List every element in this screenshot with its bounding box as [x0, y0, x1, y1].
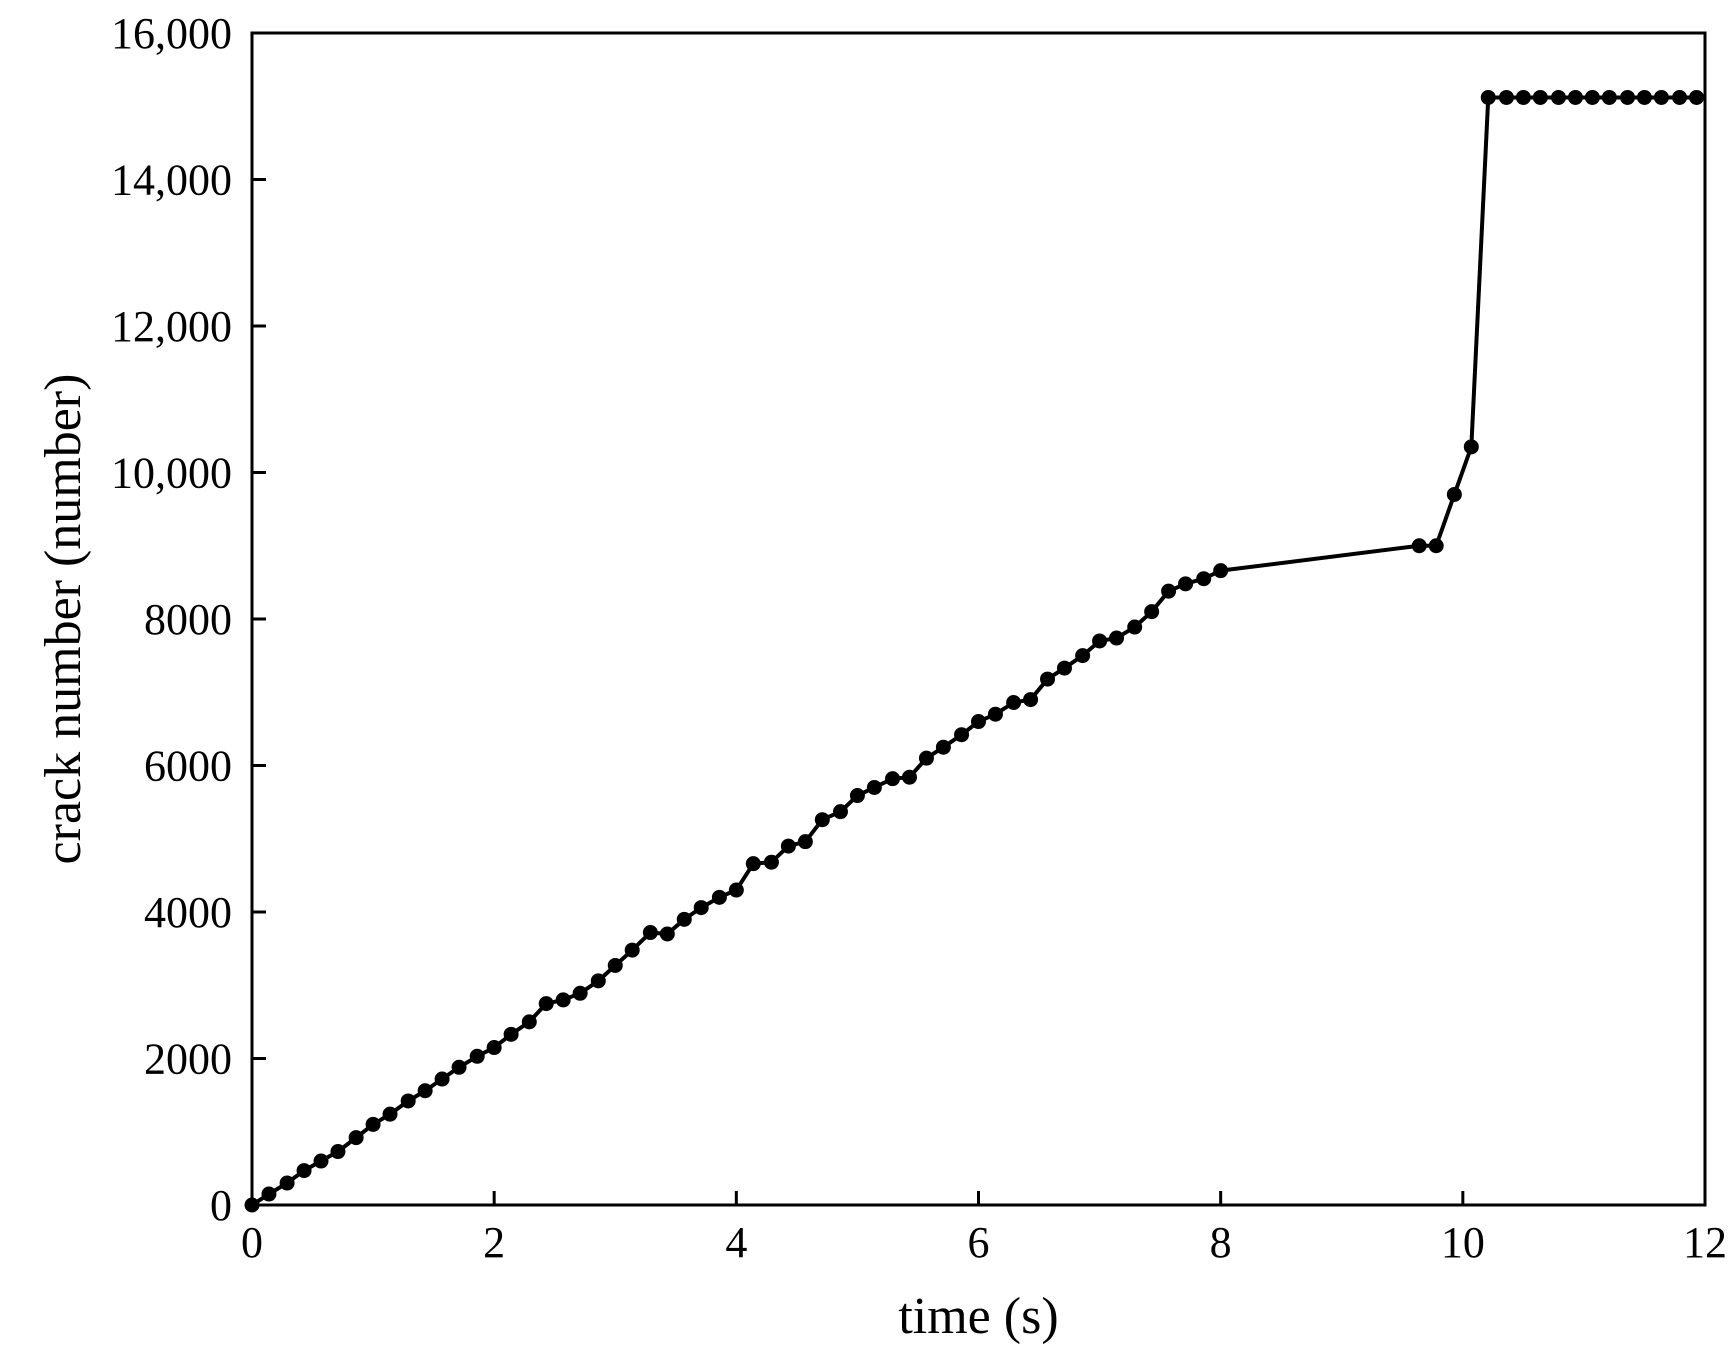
data-point [417, 1083, 433, 1099]
data-point [400, 1093, 416, 1109]
x-axis-title: time (s) [898, 1288, 1058, 1345]
data-point [279, 1175, 295, 1191]
data-point [382, 1106, 398, 1122]
data-point [1178, 576, 1194, 592]
data-point [642, 925, 658, 941]
data-point [1636, 89, 1652, 105]
data-point [763, 854, 779, 870]
data-point [797, 834, 813, 850]
data-point [1161, 583, 1177, 599]
data-point [659, 926, 675, 942]
y-tick-labels: 0 2000 4000 6000 8000 10,000 12,000 14,000 16,00… [111, 9, 232, 1230]
data-point [1480, 89, 1496, 105]
y-tick-label: 8000 [144, 595, 232, 644]
data-point [814, 812, 830, 828]
x-tick-label: 0 [241, 1218, 263, 1267]
data-point [451, 1059, 467, 1075]
data-point [1620, 89, 1636, 105]
data-point [1411, 538, 1427, 554]
data-point [296, 1163, 312, 1179]
data-point [590, 973, 606, 989]
data-point [901, 769, 917, 785]
data-point [1092, 633, 1108, 649]
y-tick-label: 6000 [144, 742, 232, 791]
data-point [555, 992, 571, 1008]
series-layer [244, 89, 1705, 1213]
y-tick-label: 0 [210, 1181, 232, 1230]
data-point [261, 1186, 277, 1202]
data-point [849, 788, 865, 804]
data-point [728, 882, 744, 898]
data-point [348, 1130, 364, 1146]
data-point [1601, 89, 1617, 105]
data-point [987, 706, 1003, 722]
data-point [1075, 648, 1091, 664]
data-point [313, 1153, 329, 1169]
data-point [1213, 563, 1229, 579]
data-point [1144, 604, 1160, 620]
data-point [1498, 89, 1514, 105]
data-point [434, 1071, 450, 1087]
data-point [971, 714, 986, 730]
x-tick-labels: 0 2 4 6 8 10 12 [241, 1218, 1727, 1267]
data-point [1127, 619, 1143, 635]
data-point [1196, 571, 1212, 587]
data-point [693, 900, 709, 916]
data-point [365, 1116, 381, 1132]
y-tick-label: 2000 [144, 1035, 232, 1084]
data-point [1672, 89, 1688, 105]
axis-ticks [250, 31, 1707, 1207]
data-point [538, 996, 554, 1012]
series-line [250, 95, 1697, 1207]
x-tick-label: 12 [1683, 1218, 1727, 1267]
data-point [885, 771, 901, 787]
data-point [486, 1040, 502, 1056]
data-point [832, 804, 848, 820]
data-point [745, 856, 761, 872]
data-point [1567, 89, 1583, 105]
data-point [1532, 89, 1548, 105]
data-point [1653, 89, 1669, 105]
data-point [1584, 89, 1600, 105]
y-tick-label: 12,000 [111, 302, 232, 351]
data-point [954, 727, 970, 743]
x-tick-label: 6 [968, 1218, 990, 1267]
data-point [711, 889, 727, 905]
y-tick-label: 16,000 [111, 9, 232, 58]
data-point [1023, 692, 1039, 708]
data-point [866, 779, 882, 795]
x-tick-label: 2 [483, 1218, 505, 1267]
data-point [521, 1014, 537, 1030]
x-tick-label: 4 [725, 1218, 747, 1267]
data-point [1006, 695, 1022, 711]
plot-area-frame [250, 31, 1707, 1207]
data-point [1056, 660, 1072, 676]
y-tick-label: 4000 [144, 888, 232, 937]
x-tick-label: 10 [1441, 1218, 1485, 1267]
data-point [1040, 671, 1056, 687]
data-point [780, 838, 796, 854]
y-tick-label: 10,000 [111, 449, 232, 498]
y-tick-label: 14,000 [111, 156, 232, 205]
data-point [469, 1048, 485, 1064]
data-point [572, 985, 588, 1001]
data-point [607, 957, 623, 973]
data-point [918, 750, 934, 766]
data-point [1515, 89, 1531, 105]
data-point [935, 739, 951, 755]
data-point [1109, 630, 1125, 646]
data-point [1446, 486, 1462, 502]
data-point [624, 942, 640, 958]
x-tick-label: 8 [1210, 1218, 1232, 1267]
data-point [330, 1144, 346, 1160]
data-point [1428, 538, 1444, 554]
data-point [1689, 89, 1705, 105]
y-axis-title: crack number (number) [35, 374, 92, 865]
data-point [676, 911, 692, 927]
data-point [1550, 89, 1566, 105]
data-point [1463, 439, 1479, 455]
data-point [503, 1026, 519, 1042]
